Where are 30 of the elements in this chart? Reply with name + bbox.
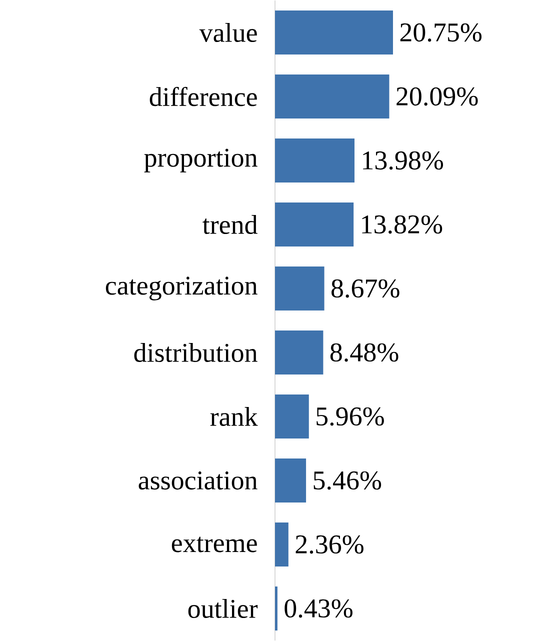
bar [274, 586, 278, 630]
y-tick-label: extreme [172, 536, 257, 552]
data-label: 8.67% [332, 279, 400, 298]
data-label: 2.36% [296, 535, 364, 554]
y-tick-label: outlier [188, 598, 258, 618]
bar [274, 330, 324, 375]
y-tick-label: categorization [106, 276, 258, 300]
data-label: 13.98% [363, 151, 444, 170]
data-label: 8.48% [330, 343, 398, 362]
y-tick-label: distribution [134, 343, 258, 362]
data-label: 5.46% [314, 471, 382, 490]
bar [274, 394, 309, 439]
y-tick-label: trend [202, 215, 258, 234]
data-label: 20.09% [396, 87, 478, 106]
data-label: 0.43% [284, 599, 352, 618]
data-label: 20.75% [400, 23, 482, 42]
bar [274, 202, 354, 247]
bar [274, 522, 288, 566]
bar [274, 138, 354, 183]
bar [274, 458, 306, 503]
y-tick-label: association [138, 471, 258, 490]
y-tick-label: value [199, 23, 257, 42]
data-label: 5.96% [316, 407, 384, 426]
bar [274, 74, 390, 119]
y-tick-label: rank [210, 407, 258, 426]
y-tick-label: difference [150, 86, 257, 106]
data-label: 13.82% [362, 215, 442, 234]
bar [274, 10, 393, 55]
bar [274, 266, 324, 311]
y-tick-label: proportion [144, 148, 258, 172]
